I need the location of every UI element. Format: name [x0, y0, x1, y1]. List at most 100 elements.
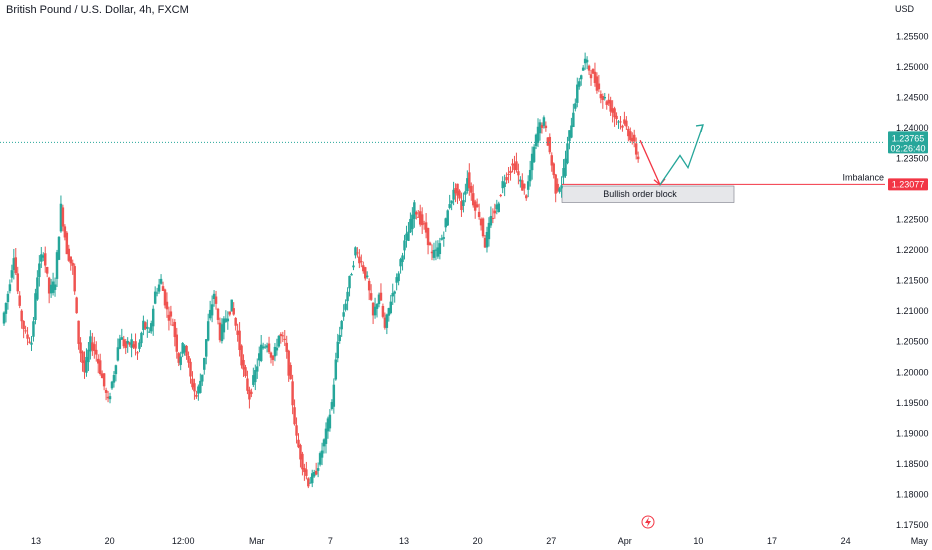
candle-body: [585, 59, 589, 63]
price-tick-label: 1.22500: [896, 215, 929, 225]
candle-body: [293, 407, 296, 425]
candle-body: [114, 365, 118, 375]
candle-body: [424, 222, 428, 233]
candle-body: [45, 266, 49, 274]
candle-body: [621, 125, 624, 128]
lightning-icon[interactable]: [641, 515, 655, 529]
candle-body: [519, 179, 522, 182]
candle-body: [187, 356, 190, 363]
candle-body: [248, 389, 251, 400]
price-tick-label: 1.17500: [896, 520, 929, 530]
imbalance-tag-value: 1.23077: [892, 179, 925, 189]
candle-body: [503, 182, 506, 187]
candle-body: [418, 211, 422, 225]
candle-body: [377, 294, 381, 305]
order-block-label: Bullish order block: [603, 189, 677, 199]
candle-body: [10, 270, 14, 278]
candle-body: [106, 396, 110, 399]
candle-body: [87, 349, 90, 363]
time-tick-label: 13: [399, 536, 409, 546]
candle-body: [456, 183, 459, 196]
candle-body: [485, 231, 489, 248]
candle-body: [232, 308, 235, 315]
candle-body: [462, 200, 465, 206]
candle-body: [452, 189, 455, 200]
candle-body: [544, 125, 548, 129]
imbalance-tag: 1.23077: [888, 178, 928, 191]
candle-body: [171, 324, 175, 326]
candle-body: [483, 238, 487, 248]
candle-body: [148, 331, 151, 333]
candle-body: [116, 347, 120, 361]
candle-body: [283, 338, 286, 340]
candle-body: [212, 293, 216, 300]
candle-body: [350, 274, 353, 276]
candle-body: [47, 277, 51, 294]
candle-body: [481, 218, 485, 237]
candle-body: [629, 131, 632, 141]
candle-body: [208, 309, 212, 319]
candle-body: [93, 344, 96, 352]
candle-body: [436, 247, 440, 257]
candle-body: [191, 378, 194, 388]
candle-body: [163, 289, 167, 306]
candle-body: [375, 304, 379, 309]
candle-body: [397, 273, 400, 282]
candle-body: [206, 321, 210, 341]
candle-body: [161, 286, 165, 291]
candle-body: [572, 112, 575, 128]
candle-body: [442, 237, 446, 239]
candle-body: [430, 251, 434, 254]
candle-body: [177, 353, 180, 363]
candle-body: [413, 202, 416, 219]
price-tick-label: 1.25500: [896, 31, 929, 41]
candle-body: [289, 364, 292, 380]
candle-body: [285, 342, 288, 352]
candle-body: [159, 278, 163, 284]
candle-body: [422, 223, 426, 225]
price-tick-label: 1.20000: [896, 367, 929, 377]
candle-body: [340, 320, 343, 330]
candle-body: [338, 335, 341, 342]
candle-body: [609, 100, 612, 112]
candle-body: [470, 186, 473, 193]
candle-body: [8, 284, 12, 292]
candle-body: [417, 216, 420, 218]
candle-body: [97, 358, 100, 364]
candle-body: [581, 67, 585, 71]
candle-body: [222, 318, 226, 333]
candle-body: [395, 277, 398, 283]
candle-body: [214, 296, 218, 304]
candle-body: [401, 255, 404, 262]
candle-body: [291, 381, 294, 406]
candle-body: [40, 254, 43, 262]
candle-body: [155, 292, 159, 294]
price-tick-label: 1.23500: [896, 154, 929, 164]
price-tag-value: 1.23765: [892, 133, 925, 143]
candle-body: [499, 195, 502, 197]
candle-body: [204, 339, 208, 357]
candle-body: [22, 320, 25, 330]
candle-body: [479, 218, 483, 226]
candle-body: [110, 381, 114, 389]
candle-body: [144, 322, 147, 329]
candle-body: [385, 314, 389, 328]
price-axis-panel[interactable]: [885, 0, 932, 550]
candle-body: [244, 367, 247, 377]
candles: [2, 52, 640, 489]
candle-body: [532, 146, 536, 162]
candle-body: [69, 256, 72, 264]
candle-body: [464, 191, 467, 195]
candle-body: [552, 163, 555, 176]
candle-body: [389, 301, 393, 314]
candle-body: [85, 356, 88, 373]
candle-body: [607, 99, 610, 104]
candle-body: [303, 468, 306, 473]
candle-body: [79, 342, 82, 354]
candle-body: [448, 204, 451, 208]
time-axis: 13 20 12:00 Mar 7 13 20 27 Apr 10 17 24 May: [31, 515, 928, 546]
price-tag-countdown: 02:26:40: [890, 143, 925, 153]
candle-body: [318, 453, 322, 465]
candle-body: [460, 201, 463, 210]
